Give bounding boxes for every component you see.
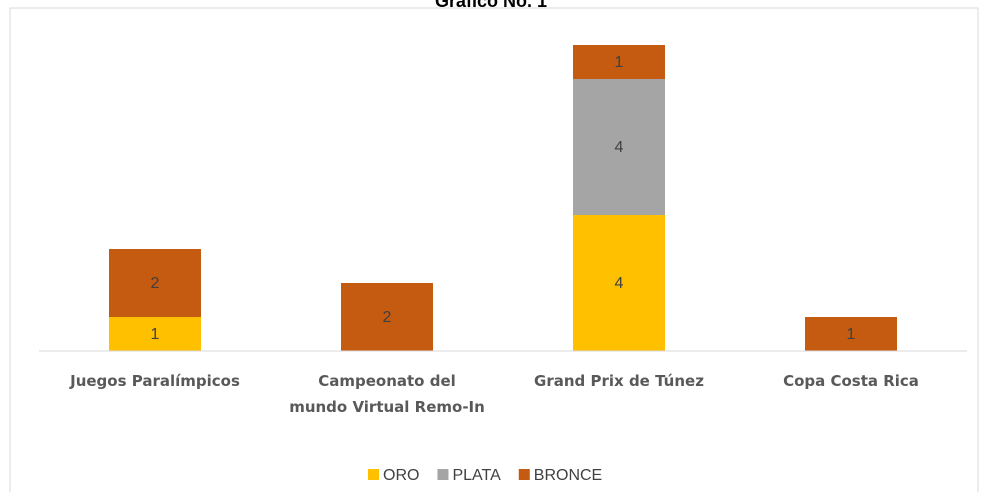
- legend-label: PLATA: [452, 467, 501, 484]
- bar-segment: [573, 45, 665, 79]
- data-label: 4: [615, 275, 624, 292]
- bar-segment: [109, 317, 201, 351]
- x-tick-label-box: Copa Costa Rica: [783, 372, 919, 390]
- x-tick-label-box: Grand Prix de Túnez: [534, 372, 704, 390]
- legend-swatch: [368, 469, 379, 480]
- data-label: 1: [847, 326, 856, 343]
- bar-segment: [341, 283, 433, 351]
- chart-title: Gráfico No. 1: [435, 0, 547, 11]
- data-label: 2: [383, 309, 392, 326]
- bar-segment: [805, 317, 897, 351]
- chart-frame: [9, 7, 979, 492]
- legend-label: ORO: [383, 467, 419, 484]
- x-tick-label: Campeonato del mundo Virtual Remo-In: [289, 372, 485, 416]
- legend: ORO PLATA BRONCE: [368, 467, 602, 484]
- data-label: 4: [615, 139, 624, 156]
- bar-segment: [109, 249, 201, 317]
- x-tick-label-box: Campeonato del mundo Virtual Remo-In: [289, 372, 485, 416]
- x-tick-label: Juegos Paralímpicos: [70, 372, 240, 390]
- x-tick-label: Grand Prix de Túnez: [534, 372, 704, 390]
- x-tick-label: Copa Costa Rica: [783, 372, 919, 390]
- data-label: 1: [615, 54, 624, 71]
- data-label: 1: [151, 326, 160, 343]
- x-tick-label-box: Juegos Paralímpicos: [70, 372, 240, 390]
- legend-label: BRONCE: [534, 467, 602, 484]
- bar-segment: [573, 79, 665, 215]
- legend-swatch: [518, 469, 530, 480]
- bar-segment: [573, 215, 665, 351]
- data-label: 2: [151, 275, 160, 292]
- legend-swatch: [437, 469, 449, 480]
